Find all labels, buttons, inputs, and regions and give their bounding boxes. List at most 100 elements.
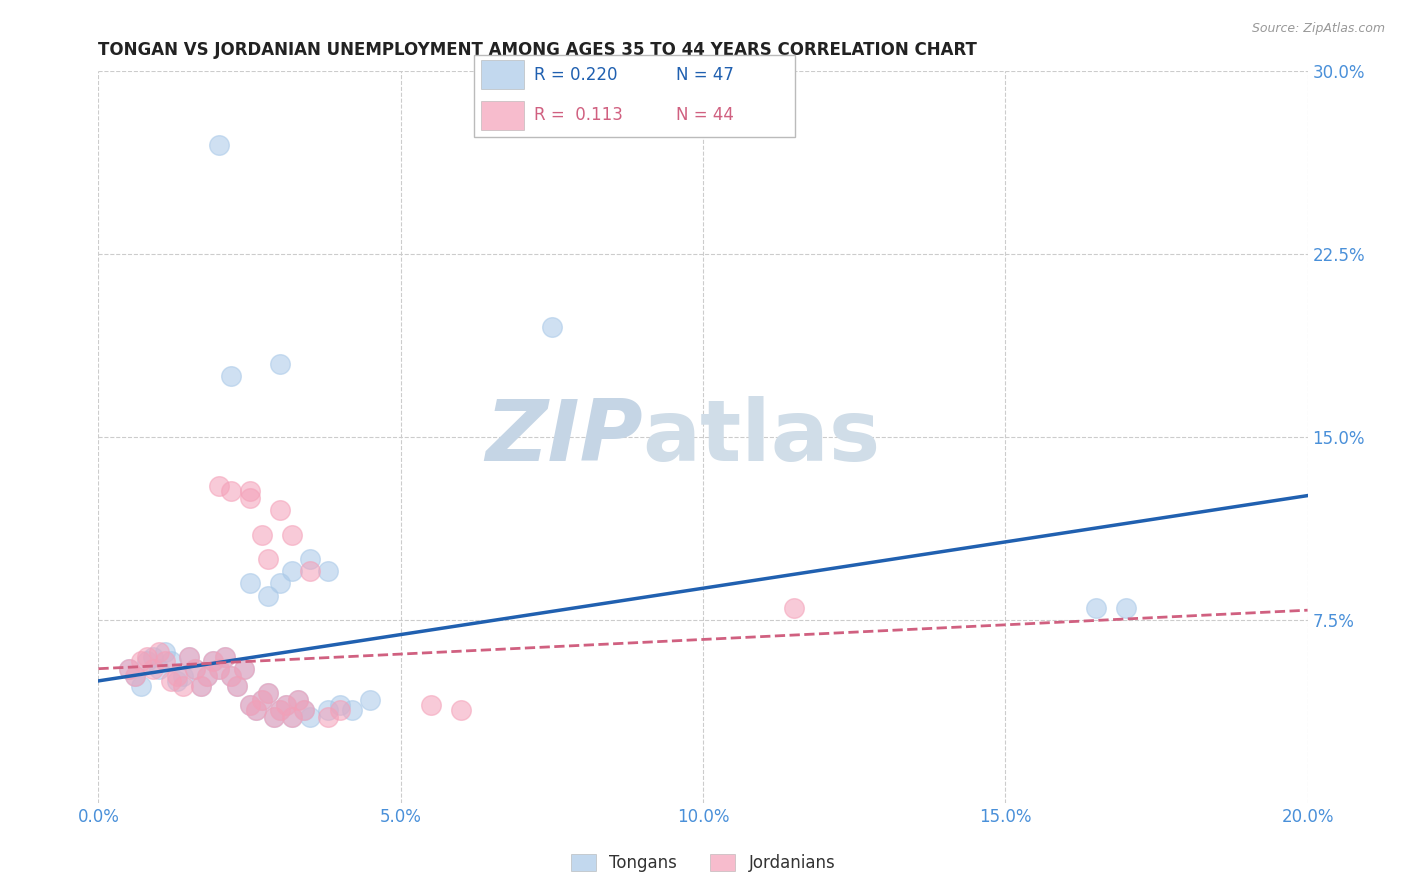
Point <box>195 669 218 683</box>
Point <box>135 654 157 668</box>
Point <box>269 357 291 371</box>
Point <box>256 686 278 700</box>
Point <box>214 649 236 664</box>
Point <box>142 662 165 676</box>
Point <box>269 703 291 717</box>
Point <box>239 576 262 591</box>
Text: R =  0.113: R = 0.113 <box>534 105 623 123</box>
Point <box>316 564 339 578</box>
Point <box>281 527 304 541</box>
Point <box>316 710 339 724</box>
Point <box>118 662 141 676</box>
Point <box>172 669 194 683</box>
Point <box>239 491 262 505</box>
Text: atlas: atlas <box>643 395 880 479</box>
Point <box>292 703 315 717</box>
Point <box>239 698 262 713</box>
Point <box>129 654 152 668</box>
Legend: Tongans, Jordanians: Tongans, Jordanians <box>564 847 842 879</box>
Point <box>166 673 188 688</box>
Point <box>269 576 291 591</box>
Point <box>287 693 309 707</box>
Point <box>342 703 364 717</box>
Point <box>281 710 304 724</box>
Point <box>299 710 322 724</box>
Point <box>190 679 212 693</box>
Point <box>179 649 201 664</box>
Point <box>135 649 157 664</box>
Point <box>274 698 297 713</box>
Text: ZIP: ZIP <box>485 395 643 479</box>
Point <box>160 654 183 668</box>
Point <box>245 703 267 717</box>
Point <box>250 693 273 707</box>
Point <box>166 669 188 683</box>
Text: TONGAN VS JORDANIAN UNEMPLOYMENT AMONG AGES 35 TO 44 YEARS CORRELATION CHART: TONGAN VS JORDANIAN UNEMPLOYMENT AMONG A… <box>98 41 977 59</box>
Point <box>232 662 254 676</box>
Point <box>208 662 231 676</box>
Point <box>299 552 322 566</box>
Point <box>281 710 304 724</box>
Point <box>160 673 183 688</box>
Point <box>172 679 194 693</box>
Point <box>292 703 315 717</box>
Point <box>190 679 212 693</box>
Point <box>256 686 278 700</box>
Point <box>208 662 231 676</box>
Point <box>329 698 352 713</box>
Point <box>239 483 262 498</box>
Point <box>232 662 254 676</box>
Text: R = 0.220: R = 0.220 <box>534 66 617 84</box>
Text: N = 44: N = 44 <box>676 105 734 123</box>
Point <box>153 645 176 659</box>
Point <box>208 479 231 493</box>
Point <box>263 710 285 724</box>
Point <box>202 654 225 668</box>
Point <box>274 698 297 713</box>
Point <box>287 693 309 707</box>
Point <box>195 669 218 683</box>
Point <box>250 693 273 707</box>
Point <box>420 698 443 713</box>
Point <box>256 552 278 566</box>
Point <box>250 527 273 541</box>
Point <box>124 669 146 683</box>
Point <box>214 649 236 664</box>
Point <box>179 649 201 664</box>
Point <box>299 564 322 578</box>
Point <box>184 662 207 676</box>
Bar <box>481 101 524 130</box>
Point <box>221 669 243 683</box>
Point <box>124 669 146 683</box>
Text: Source: ZipAtlas.com: Source: ZipAtlas.com <box>1251 22 1385 36</box>
Point <box>783 600 806 615</box>
Point <box>540 320 562 334</box>
Point <box>226 679 249 693</box>
Point <box>129 679 152 693</box>
Point <box>316 703 339 717</box>
Point <box>360 693 382 707</box>
Bar <box>481 61 524 89</box>
FancyBboxPatch shape <box>474 55 794 136</box>
Point <box>245 703 267 717</box>
Point <box>450 703 472 717</box>
Point <box>221 483 243 498</box>
Point <box>263 710 285 724</box>
Point <box>118 662 141 676</box>
Point <box>221 669 243 683</box>
Point <box>239 698 262 713</box>
Text: N = 47: N = 47 <box>676 66 734 84</box>
Point <box>184 662 207 676</box>
Point <box>269 503 291 517</box>
Point <box>329 703 352 717</box>
Point <box>148 662 170 676</box>
Point <box>208 137 231 152</box>
Point <box>221 369 243 384</box>
Point <box>142 649 165 664</box>
Point <box>269 703 291 717</box>
Point <box>148 645 170 659</box>
Point <box>256 589 278 603</box>
Point <box>281 564 304 578</box>
Point <box>1115 600 1137 615</box>
Point <box>153 654 176 668</box>
